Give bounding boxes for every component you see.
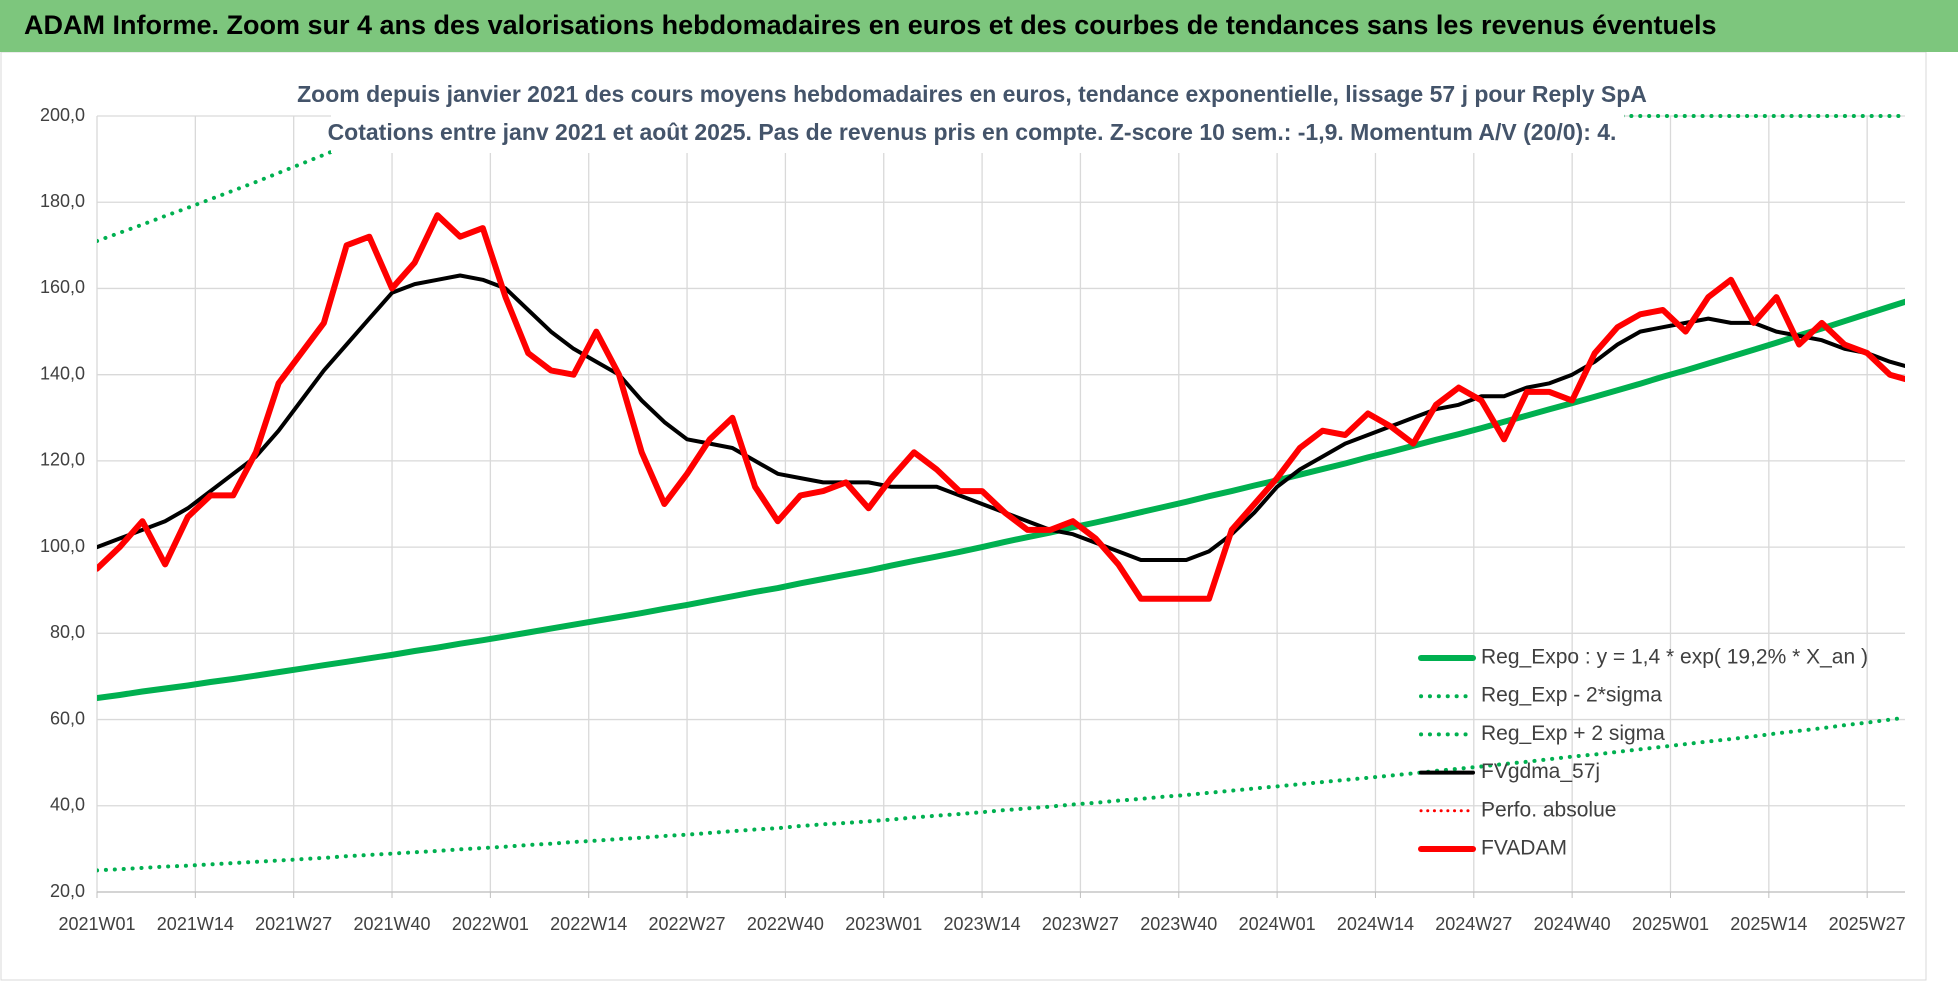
x-tick-label: 2023W14: [944, 914, 1021, 934]
subtitle: Cotations entre janv 2021 et août 2025. …: [328, 119, 1617, 145]
x-tick-label: 2023W01: [845, 914, 922, 934]
subtitle: Zoom depuis janvier 2021 des cours moyen…: [297, 81, 1647, 107]
x-tick-label: 2022W40: [747, 914, 824, 934]
legend-label: FVgdma_57j: [1481, 760, 1600, 783]
legend-label: Reg_Exp + 2 sigma: [1481, 722, 1665, 745]
legend-label: Perfo. absolue: [1481, 798, 1616, 821]
axes: 20,0 40,0 60,0 80,0 100,0 120,0 140,0 160,0 180,…: [40, 105, 1906, 934]
y-tick-label: 60,0: [50, 708, 85, 728]
plot: [97, 114, 1905, 873]
x-tick-label: 2022W14: [550, 914, 627, 934]
x-tick-label: 2025W01: [1632, 914, 1709, 934]
subtitle-box: [331, 75, 1624, 153]
x-tick-label: 2021W14: [157, 914, 234, 934]
legend: Reg_Expo : y = 1,4 * exp( 19,2% * X_an )…: [1418, 646, 1868, 860]
x-tick-label: 2022W01: [452, 914, 529, 934]
y-tick-label: 200,0: [40, 105, 85, 125]
y-tick-label: 160,0: [40, 277, 85, 297]
series-line: [97, 715, 1905, 873]
x-tick-label: 2025W14: [1730, 914, 1807, 934]
x-tick-label: 2021W40: [353, 914, 430, 934]
x-tick-label: 2024W14: [1337, 914, 1414, 934]
legend-label: Reg_Expo : y = 1,4 * exp( 19,2% * X_an ): [1481, 646, 1868, 669]
legend-label: FVADAM: [1481, 837, 1567, 860]
title-bar: [0, 0, 1958, 52]
x-tick-label: 2021W01: [58, 914, 135, 934]
y-tick-label: 120,0: [40, 450, 85, 470]
legend-label: Reg_Exp - 2*sigma: [1481, 684, 1662, 707]
series-line: [97, 298, 1905, 701]
x-tick-label: 2024W40: [1534, 914, 1611, 934]
chart-title: ADAM Informe. Zoom sur 4 ans des valoris…: [24, 10, 1717, 40]
y-tick-label: 20,0: [50, 881, 85, 901]
y-tick-label: 180,0: [40, 191, 85, 211]
x-tick-label: 2021W27: [255, 914, 332, 934]
y-tick-label: 100,0: [40, 536, 85, 556]
x-tick-label: 2023W40: [1140, 914, 1217, 934]
y-tick-label: 40,0: [50, 795, 85, 815]
y-tick-label: 140,0: [40, 363, 85, 383]
x-tick-label: 2025W27: [1829, 914, 1906, 934]
x-tick-label: 2023W27: [1042, 914, 1119, 934]
series-line: [97, 212, 1905, 602]
x-tick-label: 2024W27: [1435, 914, 1512, 934]
x-tick-label: 2024W01: [1239, 914, 1316, 934]
x-tick-label: 2022W27: [649, 914, 726, 934]
y-tick-label: 80,0: [50, 622, 85, 642]
